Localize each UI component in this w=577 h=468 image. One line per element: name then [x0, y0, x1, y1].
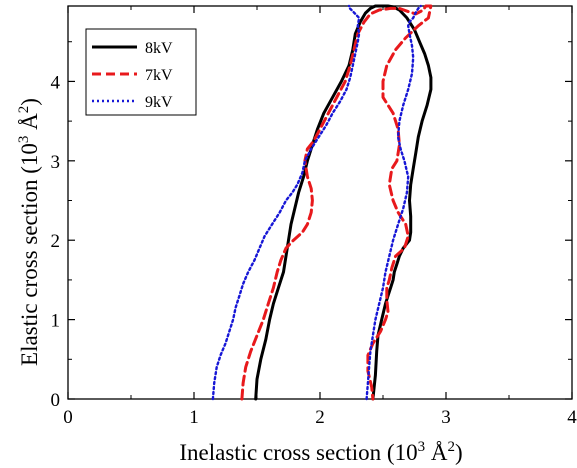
- x-axis-label: Inelastic cross section (103 Å2): [179, 439, 462, 465]
- series-lines: [211, 4, 433, 401]
- x-tick-label: 2: [315, 407, 325, 428]
- legend: 8kV 7kV 9kV: [85, 28, 197, 116]
- x-tick-label: 0: [63, 407, 73, 428]
- legend-label: 8kV: [145, 40, 173, 57]
- axes: 0 1 2 3 4 0 1 2 3 4: [51, 5, 577, 428]
- series-line-0: [254, 4, 433, 401]
- legend-label: 9kV: [145, 94, 173, 111]
- series-line-3: [365, 4, 422, 401]
- y-tick-label: 3: [51, 152, 61, 173]
- x-tick-label: 4: [567, 407, 577, 428]
- y-tick-label: 4: [51, 72, 61, 93]
- x-tick-label: 3: [441, 407, 451, 428]
- series-line-2: [211, 4, 361, 401]
- legend-box: [85, 28, 197, 116]
- x-tick-label: 1: [189, 407, 199, 428]
- y-tick-label: 2: [51, 231, 61, 252]
- y-tick-label: 0: [51, 390, 61, 411]
- y-tick-label: 1: [51, 311, 61, 332]
- y-axis-label: Elastic cross section (103 Å2): [16, 98, 42, 366]
- legend-label: 7kV: [145, 67, 173, 84]
- series-line-1: [240, 4, 433, 401]
